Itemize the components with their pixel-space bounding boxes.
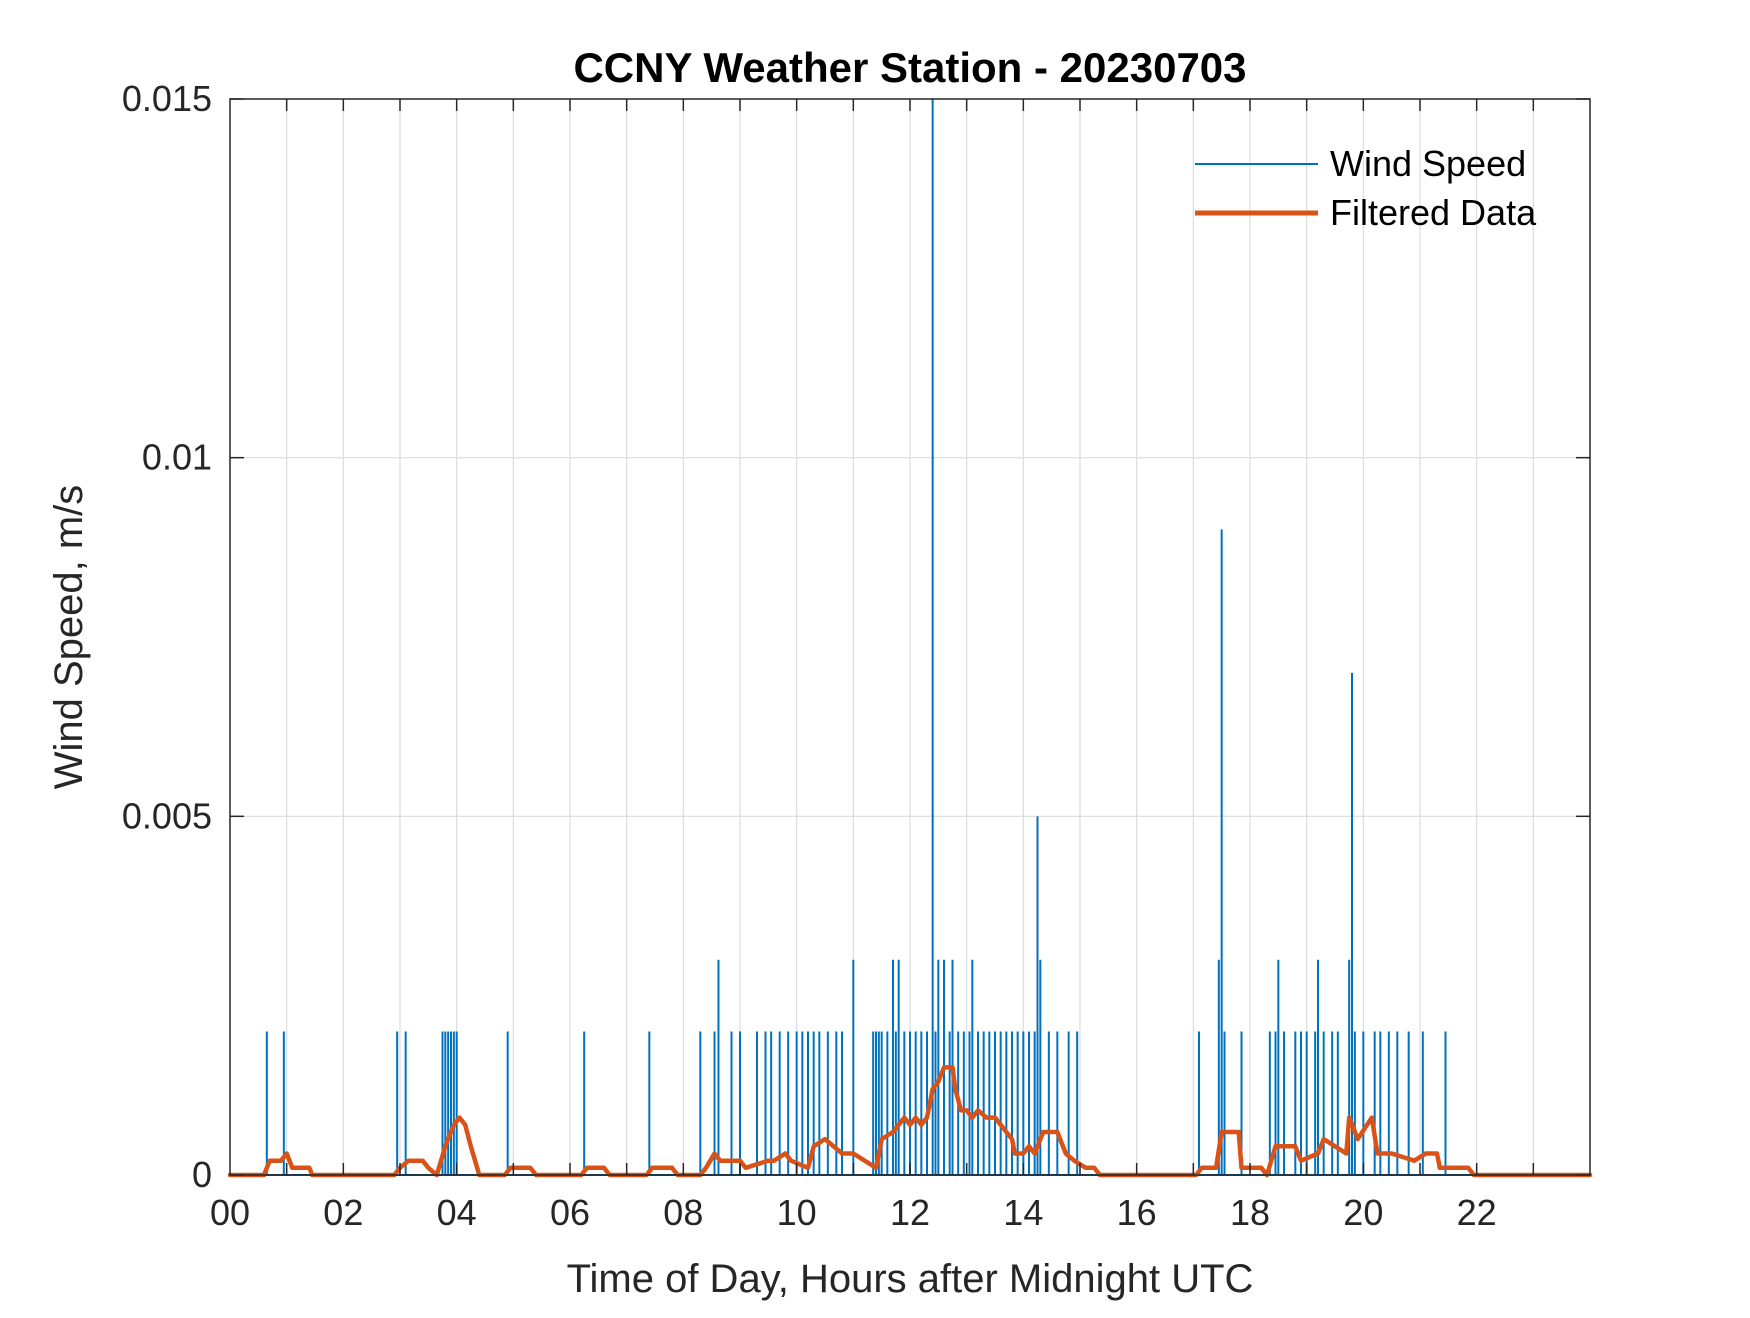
x-tick-label: 12: [890, 1192, 930, 1233]
tick-marks: [230, 98, 1590, 1176]
y-axis-label: Wind Speed, m/s: [47, 485, 91, 790]
y-tick-label: 0: [192, 1154, 212, 1195]
x-tick-label: 16: [1117, 1192, 1157, 1233]
y-tick-label: 0.005: [122, 795, 212, 836]
chart-title: CCNY Weather Station - 20230703: [573, 44, 1246, 91]
x-tick-label: 08: [663, 1192, 703, 1233]
y-tick-label: 0.01: [142, 437, 212, 478]
x-tick-label: 18: [1230, 1192, 1270, 1233]
legend-label-filtered-data: Filtered Data: [1330, 192, 1537, 233]
y-tick-label: 0.015: [122, 78, 212, 119]
legend-label-wind-speed: Wind Speed: [1330, 143, 1526, 184]
x-axis-label: Time of Day, Hours after Midnight UTC: [567, 1257, 1254, 1301]
x-tick-label: 14: [1003, 1192, 1043, 1233]
x-tick-label: 22: [1457, 1192, 1497, 1233]
tick-labels: 0 0.005 0.01 0.015 00 02 04 06 08 10 12 14 16 18 20 22: [122, 78, 1497, 1233]
x-tick-label: 02: [323, 1192, 363, 1233]
grid-lines: [230, 99, 1590, 1175]
x-tick-label: 10: [777, 1192, 817, 1233]
x-tick-label: 20: [1343, 1192, 1383, 1233]
x-tick-label: 04: [437, 1192, 477, 1233]
x-tick-label: 00: [210, 1192, 250, 1233]
filtered-data-line: [227, 1065, 1593, 1178]
legend: Wind Speed Filtered Data: [1195, 143, 1537, 233]
plot-data: [227, 99, 1593, 1178]
x-tick-label: 06: [550, 1192, 590, 1233]
